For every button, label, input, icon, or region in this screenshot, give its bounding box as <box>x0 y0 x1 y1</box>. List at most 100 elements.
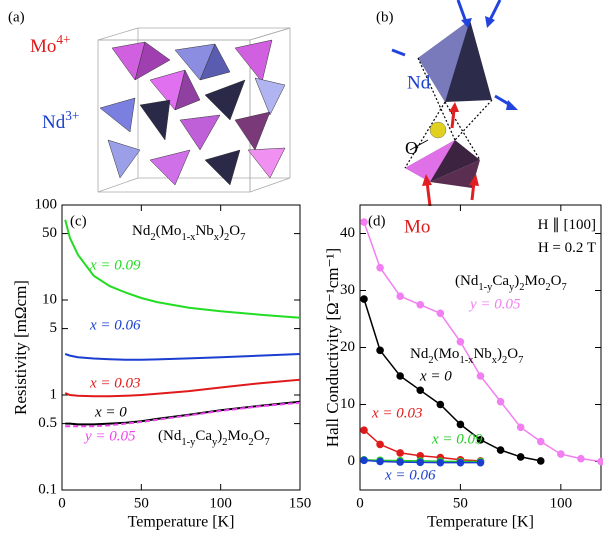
text-part: 1-y <box>181 437 196 448</box>
text-part: 2 <box>224 232 229 243</box>
data-point <box>376 263 384 272</box>
octahedron-diagram <box>391 0 518 207</box>
series-label: x = 0.03 <box>89 375 141 391</box>
y-tick-label: 20 <box>340 339 355 355</box>
data-point <box>416 300 425 309</box>
x-tick-label: 100 <box>209 495 232 511</box>
data-point <box>476 436 485 444</box>
panel-label: (a) <box>8 9 25 25</box>
series-label: x = 0.03 <box>371 405 423 421</box>
text-part: 7 <box>561 282 566 293</box>
ion-label: Nd3+ <box>42 108 79 134</box>
annotation: Nd2(Mo1-xNbx)2O7 <box>132 223 245 242</box>
text-part: ) <box>219 223 224 239</box>
data-point <box>416 386 425 395</box>
series-label: x = 0.09 <box>89 257 141 273</box>
data-point <box>396 449 404 457</box>
annotation: H = 0.2 T <box>538 240 596 256</box>
text-part: x <box>214 232 220 243</box>
text-part: 2 <box>545 282 550 293</box>
y-tick-label: 10 <box>42 291 57 307</box>
annotation: (Nd1-yCay)2Mo2O7 <box>158 428 270 447</box>
x-tick-label: 50 <box>453 495 468 511</box>
y-tick-label: 0 <box>348 453 356 469</box>
atom-label: O <box>405 138 418 158</box>
data-point <box>396 372 404 380</box>
data-point <box>577 454 585 463</box>
text-part: 1-y <box>478 282 493 293</box>
text-part: O <box>551 273 562 289</box>
text-part: H = 0.2 T <box>538 240 596 256</box>
text-part: 1-x <box>181 232 196 243</box>
y-tick-label: 1 <box>50 386 58 402</box>
series-label: x = 0.09 <box>431 431 483 447</box>
data-point <box>536 437 545 446</box>
text-part: 2 <box>428 355 433 366</box>
y-axis-label: Resistivity [mΩcm] <box>11 280 30 415</box>
text-part: (Mo <box>434 346 460 362</box>
data-point <box>360 426 368 434</box>
text-part: (Nd <box>158 428 182 444</box>
data-point <box>360 295 368 303</box>
text-part: y <box>509 282 515 293</box>
text-part: 7 <box>240 232 245 243</box>
data-point <box>456 338 465 346</box>
data-point <box>456 458 465 467</box>
data-point <box>476 458 485 467</box>
plot-frame <box>61 204 301 491</box>
data-point <box>496 397 505 406</box>
series-label: x = 0 <box>419 368 452 384</box>
text-part: 2 <box>222 437 227 448</box>
series-line <box>64 353 301 361</box>
series-line <box>363 298 541 462</box>
data-point <box>416 458 425 467</box>
y-tick-label: 10 <box>340 396 355 412</box>
text-part: 1-x <box>459 355 474 366</box>
text-part: O <box>229 223 240 239</box>
data-point <box>436 400 445 409</box>
y-tick-label: 50 <box>42 225 57 241</box>
series-line <box>65 401 301 428</box>
ion-label: Mo4+ <box>30 32 71 58</box>
text-part: 2 <box>150 232 155 243</box>
text-part: ) <box>217 428 222 444</box>
text-part: Ca <box>492 273 509 289</box>
x-tick-label: 150 <box>289 495 312 511</box>
data-point <box>516 453 525 461</box>
series-label: y = 0.05 <box>468 296 521 312</box>
data-point <box>360 218 368 226</box>
data-point <box>516 423 525 432</box>
series-label: x = 0.06 <box>384 467 436 483</box>
x-tick-label: 0 <box>58 495 66 511</box>
text-part: 7 <box>264 437 269 448</box>
data-point <box>396 458 404 466</box>
text-part: O <box>254 428 265 444</box>
text-part: ) <box>497 346 502 362</box>
x-tick-label: 100 <box>550 495 573 511</box>
data-point <box>396 292 404 301</box>
series-line <box>64 378 301 398</box>
x-tick-label: 0 <box>356 495 364 511</box>
series-label: x = 0.06 <box>89 317 141 333</box>
text-part: (Nd <box>455 273 479 289</box>
data-point <box>436 458 445 467</box>
text-part: Nb <box>195 223 213 239</box>
x-tick-label: 50 <box>134 495 149 511</box>
text-part: (Mo <box>156 223 182 239</box>
series-line <box>64 219 301 319</box>
series-label: y = 0.05 <box>83 428 136 444</box>
text-part: 4+ <box>56 32 70 47</box>
text-part: Ca <box>195 428 212 444</box>
text-part: Nd <box>410 346 429 362</box>
text-part: 2 <box>248 437 253 448</box>
panel-label: (d) <box>368 213 386 229</box>
text-part: 2 <box>519 282 524 293</box>
data-point <box>376 457 384 466</box>
x-axis-label: Temperature [K] <box>427 514 534 531</box>
series-line <box>363 221 602 463</box>
y-tick-label: 5 <box>50 320 58 336</box>
text-part: 2 <box>502 355 507 366</box>
atom-label: Mo <box>404 216 430 237</box>
annotation: H ∥ [100] <box>538 217 596 233</box>
y-tick-label: 40 <box>340 225 355 241</box>
